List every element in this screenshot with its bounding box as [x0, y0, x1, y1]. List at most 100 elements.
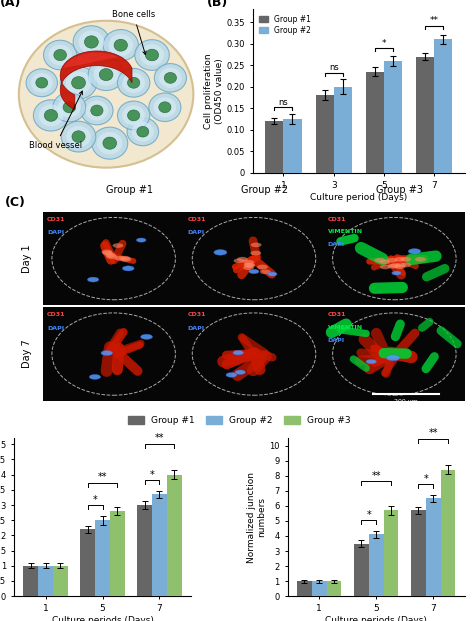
- Circle shape: [408, 248, 421, 254]
- Circle shape: [250, 251, 261, 255]
- Circle shape: [63, 102, 75, 113]
- Circle shape: [102, 251, 113, 255]
- Circle shape: [140, 44, 164, 66]
- Text: **: **: [155, 433, 164, 443]
- Circle shape: [260, 270, 271, 274]
- Circle shape: [164, 73, 176, 83]
- Circle shape: [257, 265, 268, 270]
- Text: CD31: CD31: [47, 312, 65, 317]
- Circle shape: [61, 121, 96, 152]
- Circle shape: [106, 255, 117, 259]
- Circle shape: [33, 100, 69, 131]
- Bar: [167, 474, 182, 596]
- Bar: [23, 566, 38, 596]
- Bar: [184, 212, 324, 306]
- Text: CD31: CD31: [328, 217, 346, 222]
- Circle shape: [251, 243, 262, 247]
- Circle shape: [73, 25, 109, 58]
- Bar: [316, 95, 334, 173]
- Text: VIMENTIN: VIMENTIN: [328, 229, 363, 234]
- Circle shape: [394, 265, 405, 269]
- Circle shape: [244, 263, 255, 267]
- Bar: [416, 57, 434, 173]
- Circle shape: [366, 360, 376, 364]
- Circle shape: [103, 30, 138, 61]
- Circle shape: [44, 40, 77, 70]
- Circle shape: [214, 250, 227, 255]
- Bar: [324, 307, 465, 401]
- Text: *: *: [382, 39, 386, 48]
- Bar: [265, 121, 283, 173]
- Circle shape: [149, 93, 181, 122]
- Polygon shape: [60, 51, 132, 110]
- Text: Bone cells: Bone cells: [112, 11, 155, 55]
- Circle shape: [101, 250, 112, 254]
- Text: CD31: CD31: [328, 312, 346, 317]
- Circle shape: [26, 69, 57, 97]
- Circle shape: [101, 350, 113, 355]
- Bar: [110, 511, 125, 596]
- Circle shape: [44, 109, 58, 121]
- Circle shape: [154, 97, 176, 117]
- Circle shape: [244, 260, 254, 265]
- Circle shape: [31, 73, 53, 93]
- Circle shape: [87, 277, 99, 282]
- Bar: [366, 71, 384, 173]
- Bar: [53, 566, 68, 596]
- Circle shape: [159, 102, 171, 112]
- Circle shape: [415, 257, 426, 261]
- Circle shape: [60, 66, 97, 99]
- Circle shape: [89, 374, 100, 379]
- X-axis label: Culture periods (Days): Culture periods (Days): [325, 616, 427, 621]
- Bar: [411, 510, 426, 596]
- Bar: [44, 307, 184, 401]
- Circle shape: [48, 45, 72, 65]
- Bar: [426, 499, 441, 596]
- Circle shape: [121, 257, 131, 262]
- Circle shape: [141, 334, 153, 340]
- Circle shape: [392, 271, 401, 275]
- Y-axis label: Normalized junction
numbers: Normalized junction numbers: [247, 472, 266, 563]
- Circle shape: [243, 265, 254, 270]
- Text: (A): (A): [0, 0, 21, 9]
- Text: CD31: CD31: [187, 217, 206, 222]
- Circle shape: [159, 68, 182, 88]
- Text: Group #1: Group #1: [106, 185, 153, 195]
- Circle shape: [115, 256, 125, 261]
- Bar: [312, 581, 327, 596]
- Circle shape: [66, 71, 91, 94]
- Text: 200 μm: 200 μm: [394, 399, 418, 404]
- Circle shape: [66, 126, 91, 147]
- Circle shape: [72, 131, 85, 142]
- Circle shape: [237, 257, 248, 261]
- Circle shape: [137, 238, 146, 242]
- Circle shape: [54, 50, 66, 61]
- Bar: [383, 510, 399, 596]
- Text: (C): (C): [5, 196, 26, 209]
- Bar: [44, 212, 184, 306]
- Circle shape: [103, 137, 117, 149]
- Circle shape: [81, 96, 113, 125]
- Bar: [334, 87, 352, 173]
- Bar: [384, 61, 402, 173]
- Circle shape: [387, 264, 398, 268]
- Circle shape: [122, 266, 134, 271]
- Text: **: **: [428, 428, 438, 438]
- Bar: [441, 470, 456, 596]
- Circle shape: [386, 355, 400, 361]
- Circle shape: [88, 59, 124, 91]
- Text: DAPI: DAPI: [187, 230, 205, 235]
- Circle shape: [122, 106, 145, 125]
- Circle shape: [72, 76, 85, 89]
- Bar: [354, 543, 369, 596]
- Text: DAPI: DAPI: [187, 326, 205, 331]
- Bar: [152, 494, 167, 596]
- Text: *: *: [423, 474, 428, 484]
- Bar: [327, 581, 341, 596]
- Circle shape: [112, 243, 123, 248]
- Polygon shape: [63, 53, 118, 68]
- Circle shape: [146, 49, 159, 61]
- Text: Day 7: Day 7: [22, 340, 32, 368]
- Text: **: **: [430, 16, 439, 25]
- Text: DAPI: DAPI: [328, 242, 345, 247]
